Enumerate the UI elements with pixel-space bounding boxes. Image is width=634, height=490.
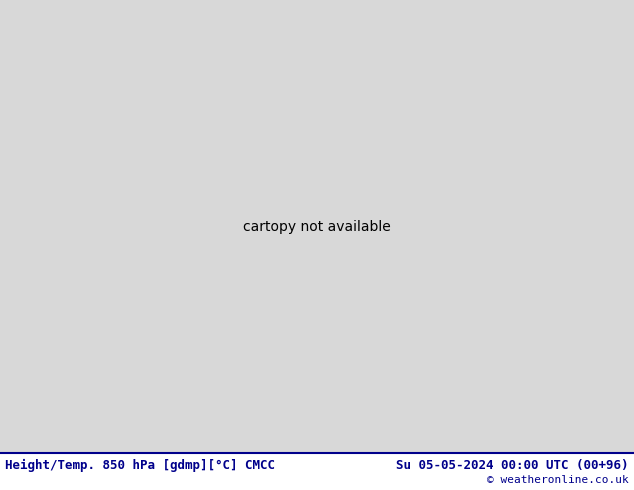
Text: © weatheronline.co.uk: © weatheronline.co.uk [488, 475, 629, 485]
Text: cartopy not available: cartopy not available [243, 220, 391, 234]
Text: Height/Temp. 850 hPa [gdmp][°C] CMCC: Height/Temp. 850 hPa [gdmp][°C] CMCC [5, 459, 275, 471]
Text: Su 05-05-2024 00:00 UTC (00+96): Su 05-05-2024 00:00 UTC (00+96) [396, 459, 629, 471]
Bar [0, 453, 634, 490]
